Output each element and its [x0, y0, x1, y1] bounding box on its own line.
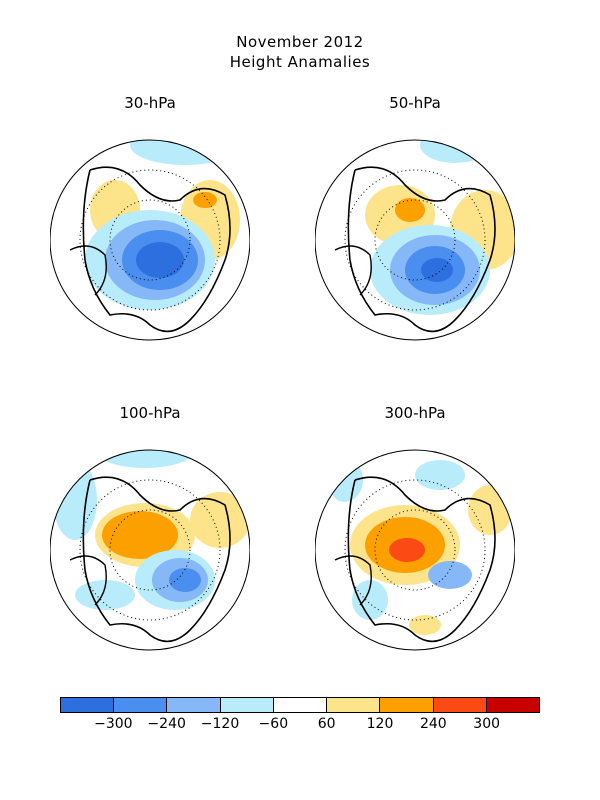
colorbar-swatch [326, 697, 380, 713]
colorbar-tick-label: −60 [258, 716, 289, 732]
negative-anomaly-region [95, 450, 195, 468]
map-panel-30hpa [50, 139, 250, 341]
colorbar-tick-label: 240 [419, 716, 447, 732]
colorbar-tick-label: 300 [473, 716, 501, 732]
colorbar-tick-label: −240 [147, 716, 186, 732]
colorbar-tick-label: −300 [94, 716, 133, 732]
positive-anomaly-region [409, 615, 441, 635]
negative-anomaly-region [352, 580, 388, 620]
panel-label-100hpa: 100-hPa [119, 404, 181, 422]
colorbar-tick-label: −120 [200, 716, 240, 732]
colorbar-tick-label: 120 [366, 716, 394, 732]
figure-title: November 2012 [236, 33, 364, 51]
negative-anomaly-center [136, 242, 184, 278]
negative-anomaly-center [169, 568, 201, 592]
positive-anomaly-region [395, 198, 425, 222]
positive-anomaly-center [389, 538, 425, 562]
colorbar [60, 697, 540, 713]
positive-anomaly-region [468, 485, 512, 535]
positive-anomaly-region [193, 192, 217, 208]
colorbar-swatch [485, 697, 540, 713]
colorbar-swatch [60, 697, 114, 713]
colorbar-swatch [272, 697, 327, 713]
colorbar-swatch [379, 697, 433, 713]
figure-subtitle: Height Anamalies [229, 53, 371, 71]
map-panel-50hpa [315, 139, 515, 341]
negative-anomaly-center [428, 561, 472, 589]
colorbar-swatch [432, 697, 486, 713]
negative-anomaly-region [415, 460, 465, 490]
negative-anomaly-region [130, 140, 240, 165]
negative-anomaly-center [421, 258, 453, 282]
panel-label-50hpa: 50-hPa [389, 94, 441, 112]
negative-anomaly-region [53, 460, 97, 540]
colorbar-swatch [113, 697, 167, 713]
panel-label-300hpa: 300-hPa [384, 404, 446, 422]
colorbar-tick-label: 60 [317, 716, 336, 732]
negative-anomaly-region [420, 140, 490, 163]
panel-label-30hpa: 30-hPa [124, 94, 176, 112]
positive-anomaly-region [190, 492, 250, 548]
positive-anomaly-region [102, 511, 178, 559]
map-panel-100hpa [50, 449, 250, 651]
colorbar-swatch [219, 697, 273, 713]
map-panel-300hpa [315, 449, 515, 651]
colorbar-swatch [166, 697, 220, 713]
